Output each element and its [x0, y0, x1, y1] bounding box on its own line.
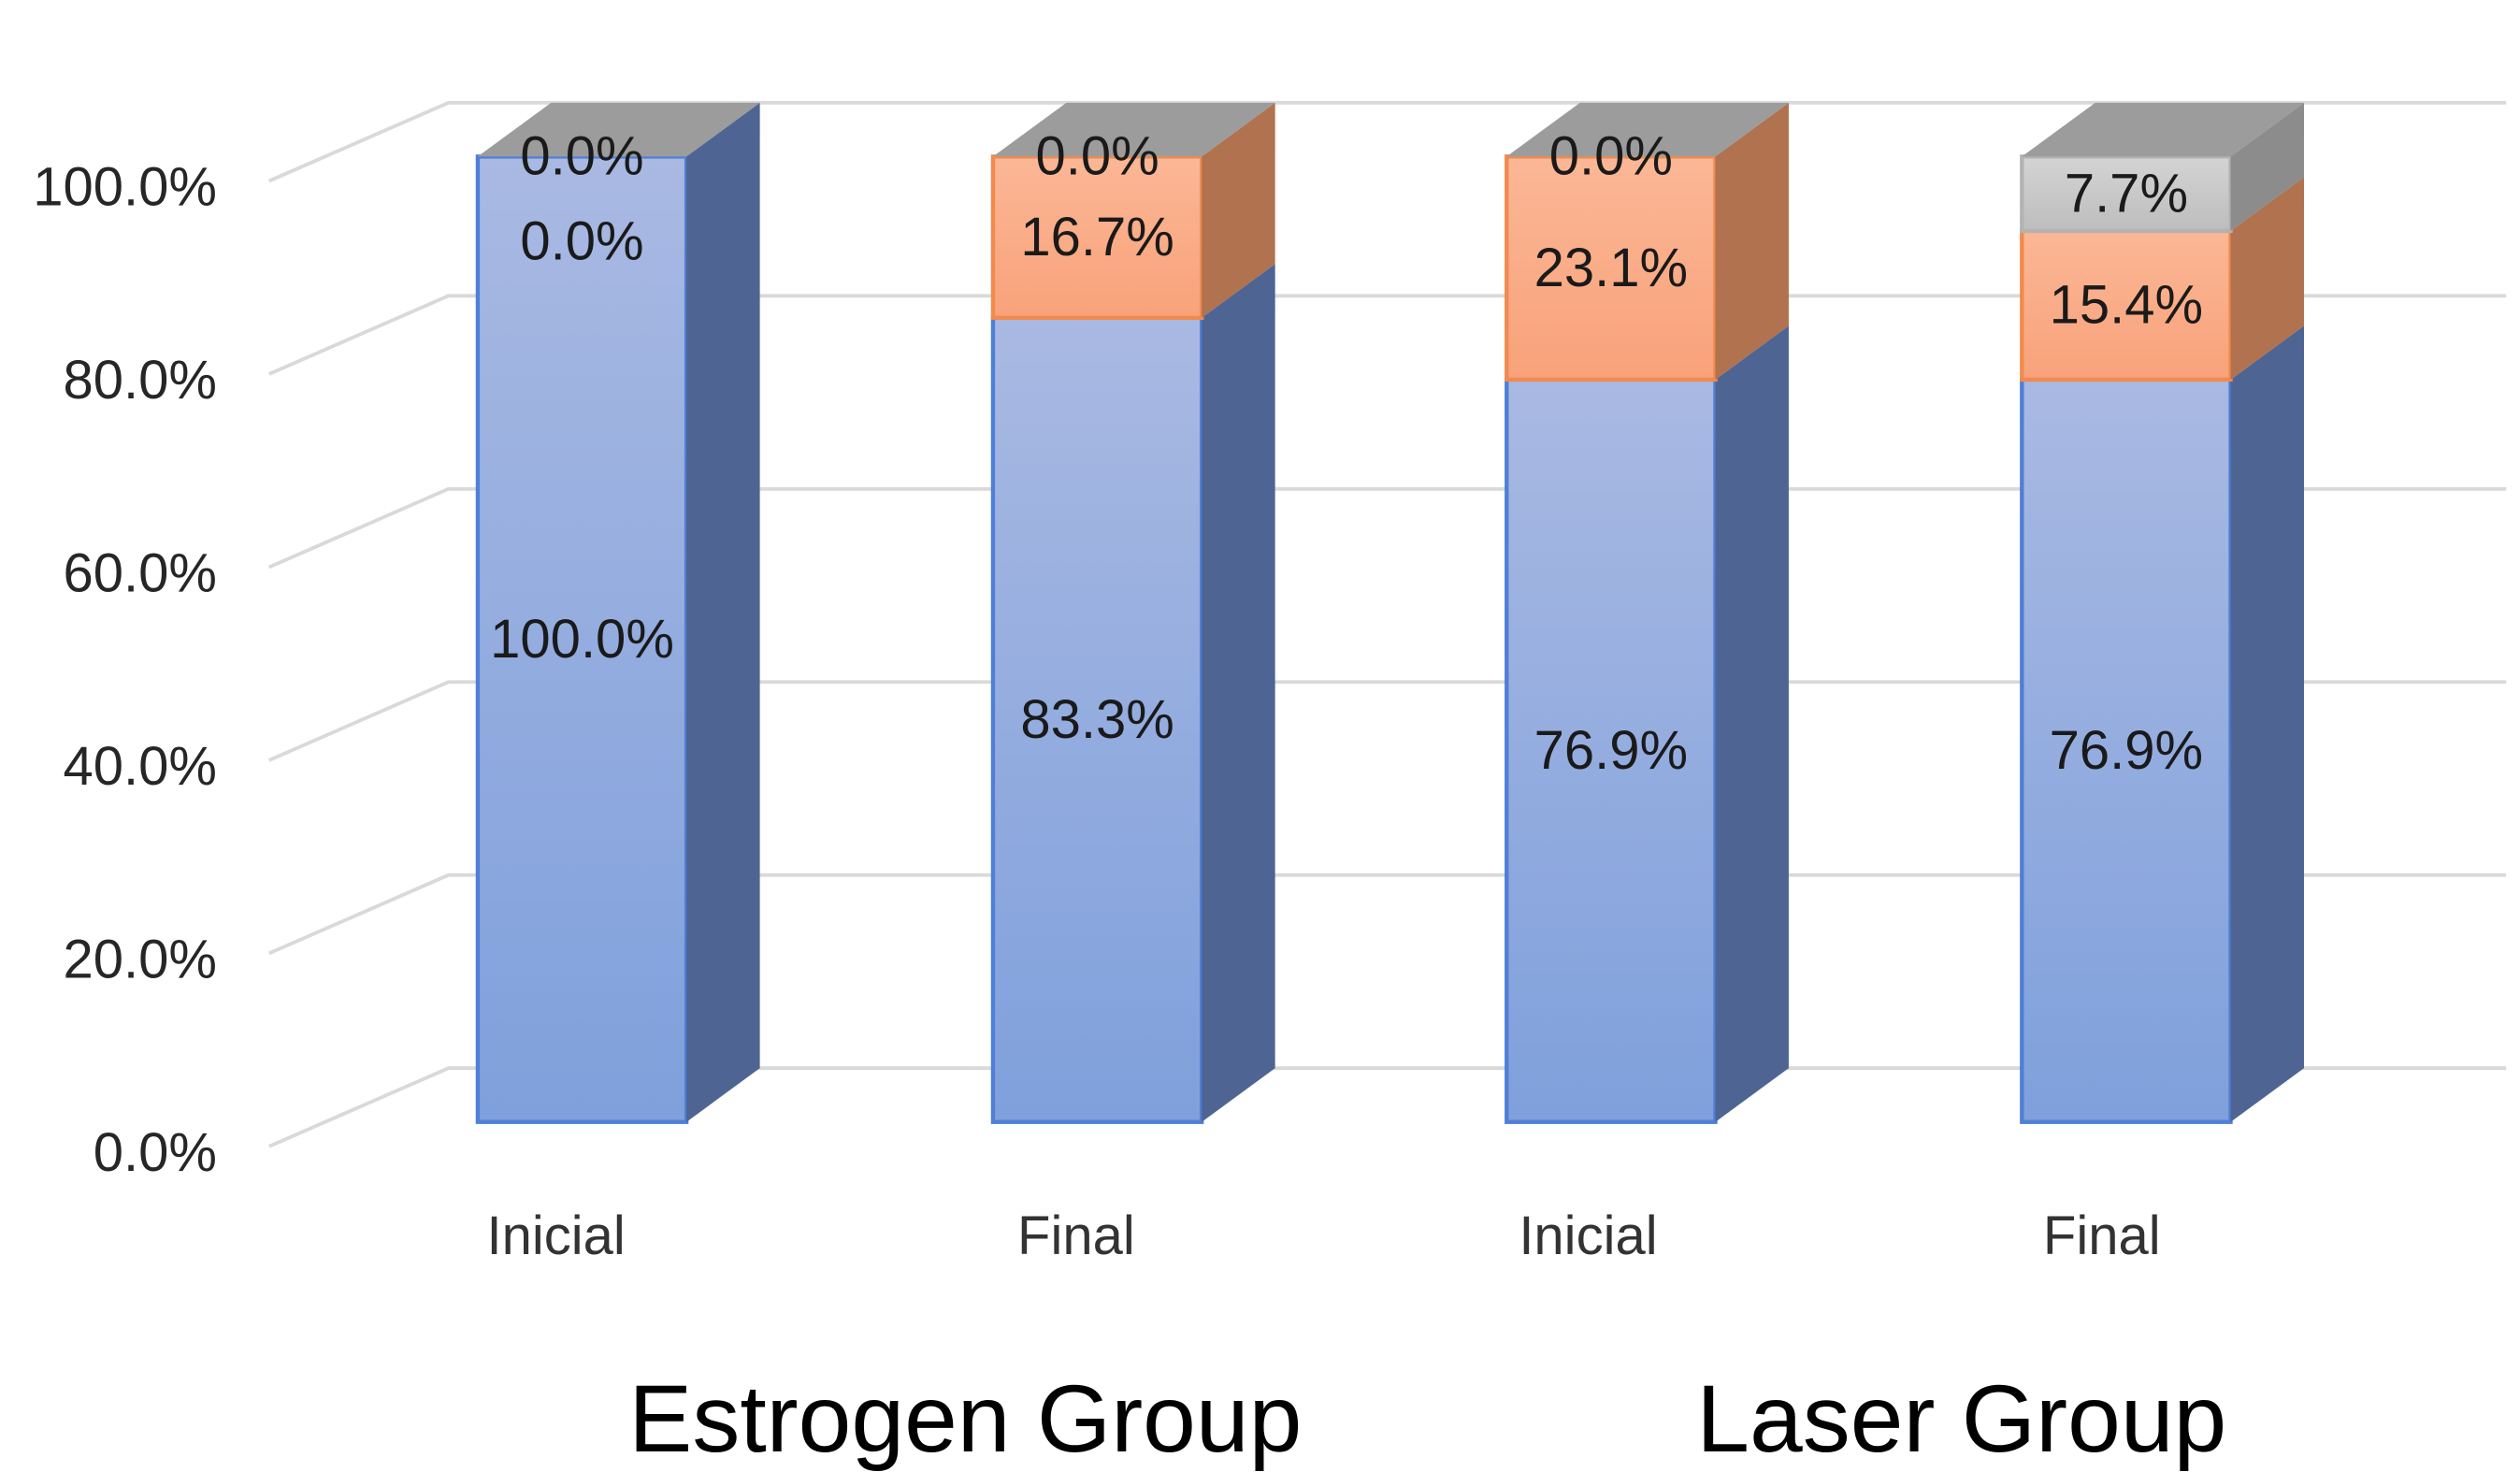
bar-top-cap — [2022, 102, 2304, 157]
x-category-label: Inicial — [1519, 1205, 1657, 1266]
bar-segment-side — [1202, 264, 1275, 1122]
bar-segment-front — [990, 315, 1204, 1124]
bar-segment-front — [475, 154, 689, 1124]
bar-segment-front — [2020, 228, 2233, 382]
data-label: 76.9% — [2050, 720, 2203, 781]
data-label: 15.4% — [2050, 275, 2203, 336]
bars — [475, 102, 2304, 1124]
y-tick-label: 0.0% — [94, 1122, 217, 1183]
x-axis-categories: Inicial Final Inicial Final — [486, 1205, 2160, 1266]
bar-top-cap — [477, 102, 760, 157]
bar-segment-side — [686, 102, 760, 1122]
gridline — [267, 486, 2507, 570]
data-label: 0.0% — [520, 210, 643, 271]
group-labels: Estrogen Group Laser Group — [628, 1365, 2226, 1472]
bar-segment-side — [2230, 177, 2304, 380]
gridline — [267, 294, 2507, 376]
group-label: Estrogen Group — [628, 1365, 1302, 1472]
data-label: 0.0% — [1549, 126, 1673, 187]
bar-segment-front — [2020, 154, 2233, 234]
x-category-label: Final — [2043, 1205, 2161, 1266]
gridline — [267, 873, 2507, 956]
y-tick-label: 100.0% — [33, 157, 217, 218]
bar-top-cap — [1506, 102, 1789, 157]
data-labels: 100.0% 0.0% 0.0% 83.3% 16.7% 0.0% 76.9% 23.1% 0.… — [490, 126, 2203, 781]
group-label: Laser Group — [1696, 1365, 2226, 1472]
gridline — [267, 680, 2507, 762]
data-label: 100.0% — [490, 609, 674, 670]
data-label: 76.9% — [1534, 720, 1688, 781]
bar-segment-front — [1505, 377, 1718, 1124]
bar-segment-side — [2230, 102, 2304, 231]
bar-segment-side — [1715, 102, 1789, 380]
gridline — [267, 1066, 2507, 1148]
y-tick-label: 40.0% — [63, 736, 216, 797]
bar-top-cap — [992, 102, 1275, 157]
bar-segment-front — [2020, 377, 2233, 1124]
y-tick-label: 60.0% — [63, 543, 216, 604]
bar-segment-side — [1202, 102, 1275, 318]
gridline — [267, 100, 2507, 183]
data-label: 23.1% — [1534, 238, 1688, 298]
data-label: 0.0% — [1035, 126, 1159, 187]
gridlines — [267, 100, 2507, 1148]
data-label: 83.3% — [1020, 689, 1174, 750]
data-label: 16.7% — [1020, 207, 1174, 267]
bar-segment-front — [1505, 154, 1718, 382]
x-category-label: Inicial — [486, 1205, 625, 1266]
bar-segment-side — [2230, 325, 2304, 1122]
y-tick-label: 20.0% — [63, 930, 216, 990]
data-label: 7.7% — [2065, 163, 2188, 224]
data-label: 0.0% — [520, 126, 643, 187]
bar-segment-side — [1715, 325, 1789, 1122]
y-tick-label: 80.0% — [63, 350, 216, 411]
x-category-label: Final — [1017, 1205, 1135, 1266]
y-axis-ticks: 0.0% 20.0% 40.0% 60.0% 80.0% 100.0% — [33, 157, 217, 1183]
